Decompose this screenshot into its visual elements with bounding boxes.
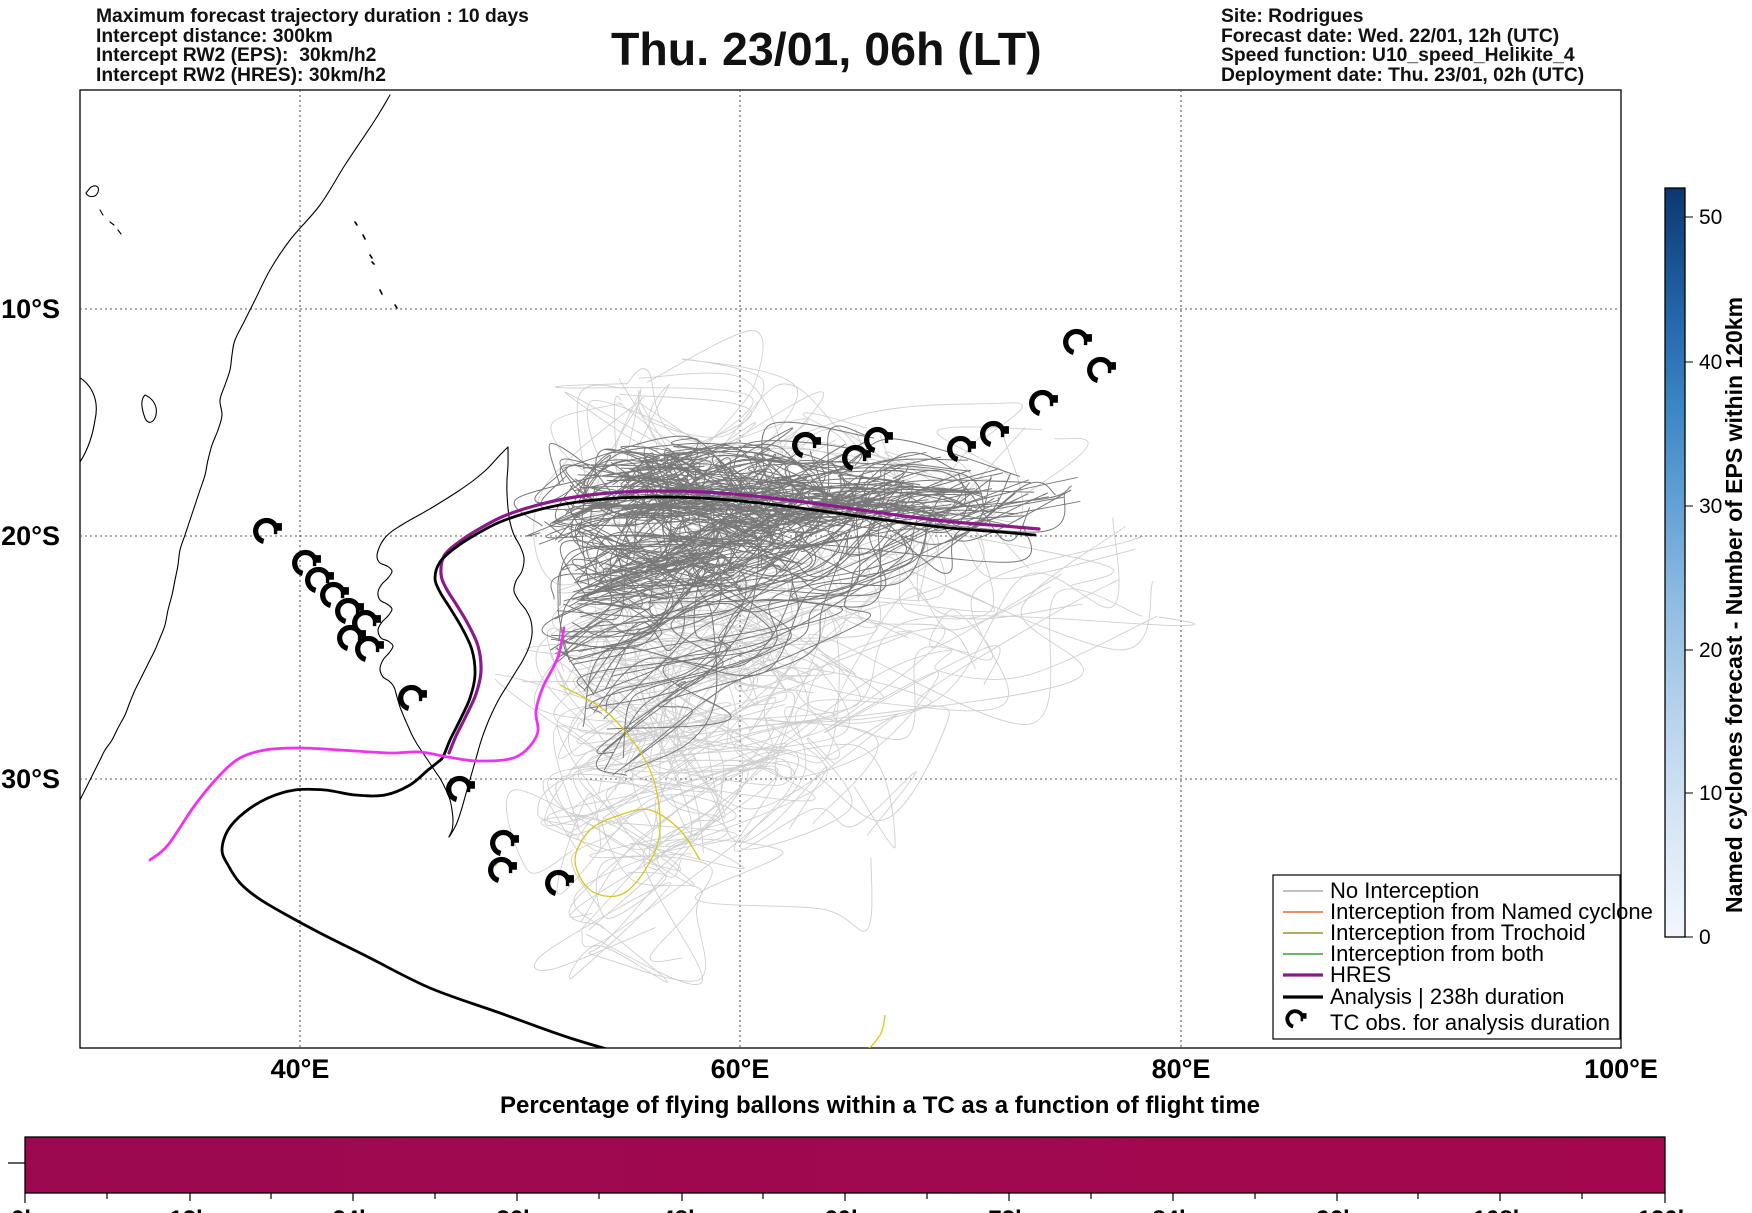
- svg-text:72h: 72h: [988, 1206, 1029, 1213]
- svg-text:84h: 84h: [1152, 1206, 1193, 1213]
- svg-text:0h: 0h: [11, 1206, 39, 1213]
- svg-text:60h: 60h: [824, 1206, 865, 1213]
- svg-text:48h: 48h: [661, 1206, 702, 1213]
- svg-text:Percentage of flying ballons w: Percentage of flying ballons within a TC…: [500, 1092, 1260, 1119]
- svg-text:24h: 24h: [332, 1206, 373, 1213]
- svg-text:12h: 12h: [169, 1206, 210, 1213]
- svg-text:120h: 120h: [1638, 1206, 1693, 1213]
- svg-text:108h: 108h: [1473, 1206, 1528, 1213]
- svg-text:36h: 36h: [496, 1206, 537, 1213]
- svg-text:96h: 96h: [1316, 1206, 1357, 1213]
